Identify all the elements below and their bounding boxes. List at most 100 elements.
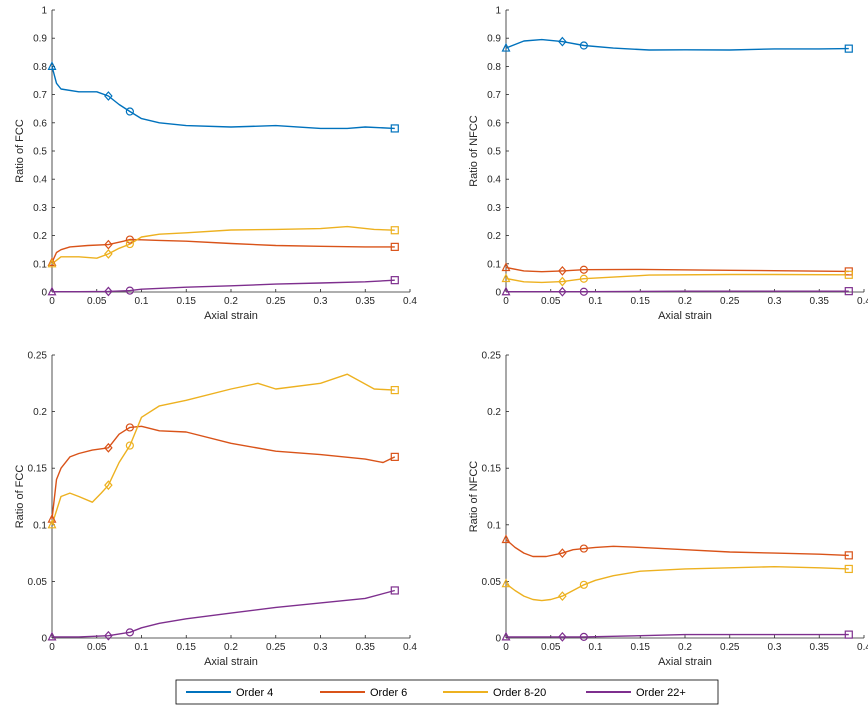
marker-circle xyxy=(125,235,134,244)
y-tick-label: 0.25 xyxy=(28,351,48,362)
y-tick-label: 0 xyxy=(41,634,47,645)
y-tick-label: 1 xyxy=(41,6,47,17)
y-tick-label: 0.7 xyxy=(487,90,501,101)
y-tick-label: 0.8 xyxy=(487,62,501,73)
y-tick-label: 0.2 xyxy=(33,407,47,418)
y-tick-label: 0.1 xyxy=(33,520,47,531)
marker-circle xyxy=(579,274,588,283)
marker-diamond xyxy=(104,442,113,453)
marker-square xyxy=(390,385,399,395)
chart-panel-4: 0 0.05 0.1 0.15 0.2 0.25 0.3 0.35 0.4 0 0.05 0.1 0.1… xyxy=(468,351,868,669)
x-tick-label: 0.25 xyxy=(720,296,740,307)
marker-square xyxy=(844,630,853,639)
series-line-order-22- xyxy=(506,633,849,638)
marker-square xyxy=(390,226,399,235)
y-tick-label: 0.5 xyxy=(487,147,501,158)
marker-diamond xyxy=(104,239,113,250)
y-tick-label: 0 xyxy=(495,634,501,645)
series-line-order-22- xyxy=(52,589,395,638)
y-axis-label: Ratio of NFCC xyxy=(468,461,480,533)
x-tick-label: 0 xyxy=(503,642,509,653)
marker-diamond xyxy=(104,91,113,101)
y-tick-label: 0.7 xyxy=(33,90,47,101)
y-tick-label: 0.05 xyxy=(28,577,48,588)
marker-square xyxy=(844,551,853,560)
marker-circle xyxy=(125,423,134,432)
marker-diamond xyxy=(558,548,567,559)
y-tick-label: 0.05 xyxy=(482,577,502,588)
y-tick-label: 0.2 xyxy=(33,231,47,242)
x-tick-label: 0.1 xyxy=(589,296,603,307)
series-line-order-6 xyxy=(505,266,849,273)
marker-triangle xyxy=(47,519,57,529)
marker-diamond xyxy=(558,591,567,602)
y-tick-label: 0.9 xyxy=(33,34,47,45)
y-tick-label: 0.1 xyxy=(487,259,501,270)
y-tick-label: 0.8 xyxy=(33,62,47,73)
x-axis-label: Axial strain xyxy=(658,310,712,322)
marker-triangle xyxy=(501,286,511,296)
x-tick-label: 0.1 xyxy=(135,642,149,653)
y-tick-label: 0.1 xyxy=(487,520,501,531)
x-tick-label: 0.05 xyxy=(541,642,561,653)
marker-diamond xyxy=(104,249,113,259)
y-axis-label: Ratio of FCC xyxy=(14,465,26,529)
marker-diamond xyxy=(558,36,567,47)
marker-square xyxy=(390,242,399,251)
marker-diamond xyxy=(558,276,567,287)
y-tick-label: 0.9 xyxy=(487,34,501,45)
x-tick-label: 0 xyxy=(503,296,509,307)
series-line-order-8-20 xyxy=(51,373,395,526)
series-line-order-6 xyxy=(51,425,396,520)
marker-circle xyxy=(125,107,134,116)
series-line-order-6 xyxy=(51,238,395,263)
x-tick-label: 0 xyxy=(49,296,55,307)
y-tick-label: 1 xyxy=(495,6,501,17)
marker-circle xyxy=(579,632,588,641)
marker-diamond xyxy=(104,286,113,297)
marker-triangle xyxy=(501,534,511,544)
marker-triangle xyxy=(47,631,57,641)
x-tick-label: 0.3 xyxy=(768,296,782,307)
x-tick-label: 0.2 xyxy=(678,296,692,307)
legend-entry: Order 22+ xyxy=(636,687,686,699)
marker-diamond xyxy=(558,286,567,297)
y-tick-label: 0.4 xyxy=(487,175,501,186)
marker-square xyxy=(844,287,853,296)
chart-panel-3: 0 0.05 0.1 0.15 0.2 0.25 0.3 0.35 0.4 0 0.05 0.1 0.1… xyxy=(14,351,417,669)
y-tick-label: 0.5 xyxy=(33,147,47,158)
x-tick-label: 0.3 xyxy=(314,642,328,653)
marker-circle xyxy=(125,441,134,450)
series-line-order-8-20 xyxy=(505,566,849,602)
x-tick-label: 0.1 xyxy=(135,296,149,307)
marker-circle xyxy=(579,544,588,553)
x-axis-label: Axial strain xyxy=(204,656,258,668)
x-tick-label: 0.1 xyxy=(589,642,603,653)
marker-triangle xyxy=(501,578,511,588)
marker-triangle xyxy=(47,61,57,71)
y-tick-label: 0.4 xyxy=(33,175,47,186)
x-tick-label: 0.25 xyxy=(266,642,286,653)
x-tick-label: 0.35 xyxy=(356,642,376,653)
y-axis-label: Ratio of NFCC xyxy=(468,115,480,187)
x-tick-label: 0.3 xyxy=(314,296,328,307)
marker-diamond xyxy=(558,265,567,276)
y-tick-label: 0.6 xyxy=(487,118,501,129)
x-tick-label: 0.3 xyxy=(768,642,782,653)
y-tick-label: 0.2 xyxy=(487,407,501,418)
x-tick-label: 0.2 xyxy=(678,642,692,653)
x-tick-label: 0.15 xyxy=(631,296,651,307)
marker-diamond xyxy=(104,480,113,491)
y-tick-label: 0.25 xyxy=(482,351,502,362)
chart-panel-1: 0 0.05 0.1 0.15 0.2 0.25 0.3 0.35 0.4 0 0.1 0.2 0.3 0… xyxy=(14,6,417,323)
series-line-order-22- xyxy=(52,279,395,293)
legend-entry: Order 4 xyxy=(236,687,273,699)
y-tick-label: 0 xyxy=(41,288,47,299)
marker-square xyxy=(844,44,853,53)
series-line-order-4 xyxy=(51,66,395,130)
series-line-order-8-20 xyxy=(505,273,849,284)
series-line-order-6 xyxy=(505,538,849,558)
x-tick-label: 0.35 xyxy=(810,296,830,307)
y-tick-label: 0.2 xyxy=(487,231,501,242)
